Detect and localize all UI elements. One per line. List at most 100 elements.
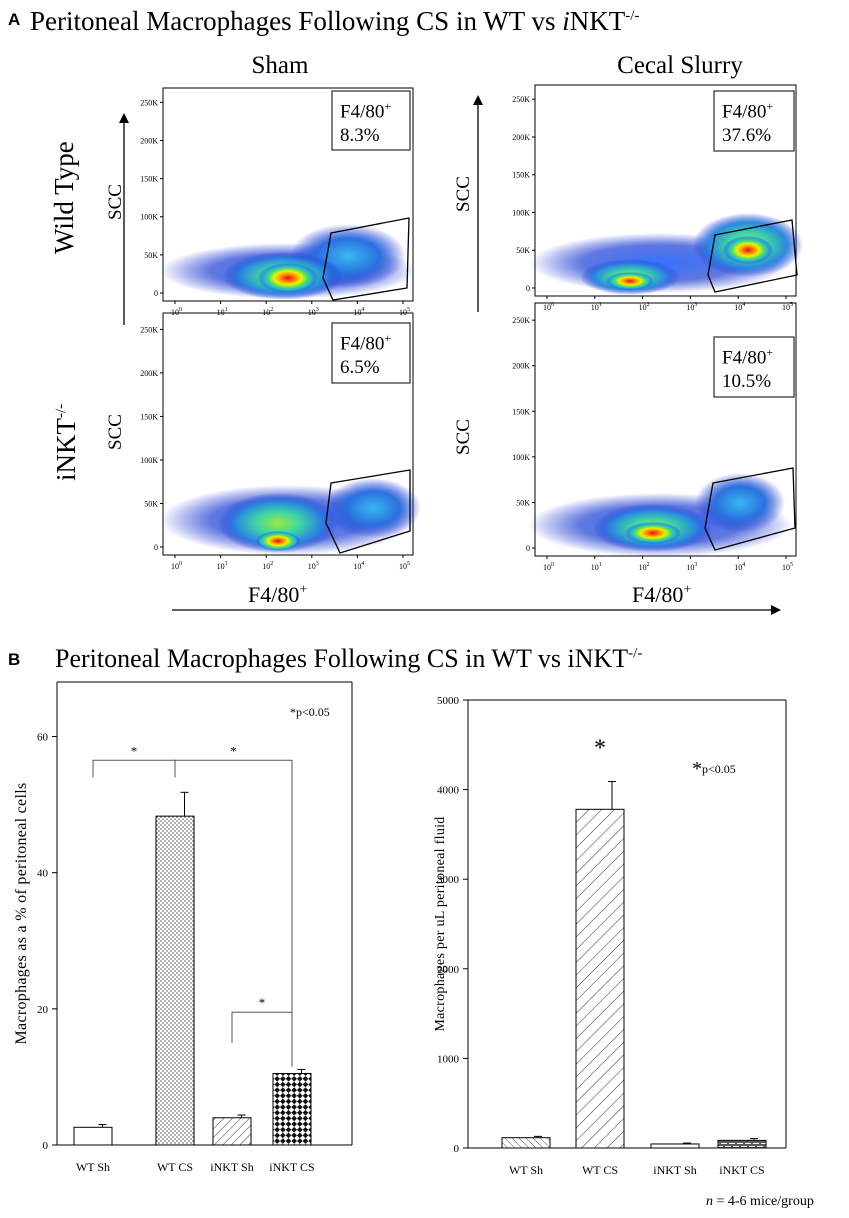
flow-ytick-label-inkt-sham: 0 xyxy=(154,543,158,552)
flow-ytick-label-wt-cs: 0 xyxy=(526,284,530,293)
x-axis-label-right-text: F4/80 xyxy=(632,582,684,607)
col-title-cecal-slurry: Cecal Slurry xyxy=(617,52,743,79)
chart-count-ytick-label: 2000 xyxy=(437,964,460,976)
flow-xtick-label-inkt-sham: 102 xyxy=(262,561,273,571)
chart-percent-bracket-label-1: * xyxy=(230,743,237,758)
chart-count-ytick-label: 4000 xyxy=(437,785,460,797)
gate-percent-inkt-cs: 10.5% xyxy=(722,371,772,393)
panel-a-title-sup: -/- xyxy=(625,8,640,24)
chart-percent-bracket-0 xyxy=(92,759,176,778)
chart-percent-bar-0 xyxy=(73,1126,113,1146)
flow-ytick-label-inkt-cs: 0 xyxy=(526,544,530,553)
panel-a-title-italic: i xyxy=(562,6,570,36)
gate-label-inkt-sham: F4/80+ 6.5% xyxy=(340,326,391,380)
chart-percent-ytick-label: 0 xyxy=(43,1140,49,1152)
panel-a-letter: A xyxy=(8,10,21,29)
x-axis-label-right: F4/80+ xyxy=(632,582,691,608)
chart-count-xtick-label-1: WT CS xyxy=(582,1163,618,1177)
gate-percent-wt-sham: 8.3% xyxy=(340,125,380,147)
flow-ytick-label-wt-cs: 250K xyxy=(512,95,530,104)
flow-xtick-label-inkt-sham: 104 xyxy=(353,561,364,571)
chart-percent-bracket-1 xyxy=(174,759,293,1067)
gate-label-inkt-sham-sup: + xyxy=(384,331,392,345)
chart-count-ytick-label: 1000 xyxy=(437,1053,460,1065)
chart-count-significance-note: *p<0.05 xyxy=(692,758,736,780)
chart-count-ytick-label: 3000 xyxy=(437,874,460,886)
chart-percent-ytick-label: 20 xyxy=(37,1004,49,1016)
gate-label-inkt-cs-text: F4/80 xyxy=(722,347,767,369)
chart-percent-bracket-label-0: * xyxy=(131,743,138,758)
chart-percent-bar-2 xyxy=(212,1117,252,1146)
flow-xtick-label-wt-cs: 101 xyxy=(591,302,602,312)
flow-plot-inkt-sham xyxy=(160,312,421,556)
chart-percent-xtick-label-0: WT Sh xyxy=(76,1160,110,1174)
gate-label-wt-cs-text: F4/80 xyxy=(722,101,767,123)
flow-ytick-label-inkt-sham: 50K xyxy=(144,499,158,508)
flow-xtick-label-inkt-sham: 100 xyxy=(171,561,182,571)
flow-xtick-label-inkt-sham: 103 xyxy=(308,561,319,571)
footnote-n-rest: = 4-6 mice/group xyxy=(713,1194,814,1209)
flow-ytick-label-wt-cs: 150K xyxy=(512,171,530,180)
chart-percent-bracket-label-2: * xyxy=(259,995,266,1010)
panel-a-title: Peritoneal Macrophages Following CS in W… xyxy=(30,6,639,37)
flow-ytick-label-inkt-sham: 200K xyxy=(140,369,158,378)
flow-xtick-label-wt-sham: 100 xyxy=(171,307,182,317)
gate-percent-wt-cs: 37.6% xyxy=(722,125,772,147)
panel-b-letter: B xyxy=(8,650,21,669)
gate-label-inkt-sham-text: F4/80 xyxy=(340,333,385,355)
flow-ytick-label-wt-sham: 250K xyxy=(140,98,158,107)
flow-xtick-label-wt-sham: 104 xyxy=(353,307,364,317)
flow-xtick-label-inkt-cs: 105 xyxy=(782,562,793,572)
flow-xtick-label-inkt-cs: 100 xyxy=(543,562,554,572)
chart-percent-significance-note: *p<0.05 xyxy=(290,705,330,719)
flow-xtick-label-wt-cs: 104 xyxy=(734,302,745,312)
bar-chart-count: 0 1000 2000 3000 4000 5000 Macrophages per uL … xyxy=(433,695,787,1177)
chart-percent-bracket-2 xyxy=(231,1011,293,1043)
flow-axis-ticks: 0 50K 100K 150K 200K 250K 100 101 102 103 104 105 0 5… xyxy=(140,95,793,572)
chart-count-bar-0 xyxy=(501,1137,551,1149)
x-axis-label-right-sup: + xyxy=(683,582,692,598)
flow-ytick-label-wt-sham: 150K xyxy=(140,175,158,184)
chart-count-y-axis-label: Macrophages per uL peritoneal fluid xyxy=(433,816,448,1031)
chart-count-xtick-label-0: WT Sh xyxy=(509,1163,543,1177)
chart-percent-xtick-label-1: WT CS xyxy=(157,1160,193,1174)
chart-count-bar-1 xyxy=(575,808,625,1149)
x-axis-label-left: F4/80+ xyxy=(248,582,307,608)
gate-percent-inkt-sham: 6.5% xyxy=(340,357,380,379)
flow-ytick-label-inkt-cs: 250K xyxy=(512,316,530,325)
flow-ytick-label-inkt-cs: 150K xyxy=(512,407,530,416)
flow-xtick-label-wt-cs: 100 xyxy=(543,302,554,312)
chart-count-xtick-label-2: iNKT Sh xyxy=(653,1163,696,1177)
panel-b-title-main: Peritoneal Macrophages Following CS in W… xyxy=(55,644,629,673)
gate-label-wt-cs-sup: + xyxy=(766,99,774,113)
flow-xtick-label-inkt-sham: 105 xyxy=(399,561,410,571)
panel-a-title-nkt: NKT xyxy=(569,6,626,36)
panel-b-title: Peritoneal Macrophages Following CS in W… xyxy=(55,644,642,674)
chart-count-bar-3 xyxy=(717,1139,767,1149)
gate-label-inkt-cs-marker: F4/80+ xyxy=(722,340,773,370)
flow-ytick-label-wt-sham: 200K xyxy=(140,136,158,145)
flow-xtick-label-wt-cs: 105 xyxy=(782,302,793,312)
x-axis-label-left-sup: + xyxy=(299,582,308,598)
flow-xtick-label-wt-cs: 102 xyxy=(639,302,650,312)
chart-count-ytick-label: 0 xyxy=(454,1143,460,1155)
flow-ytick-label-inkt-sham: 250K xyxy=(140,325,158,334)
flow-ytick-label-inkt-cs: 50K xyxy=(516,498,530,507)
col-title-sham: Sham xyxy=(251,52,309,79)
gate-label-inkt-cs: F4/80+ 10.5% xyxy=(722,340,773,394)
gate-label-inkt-cs-sup: + xyxy=(766,345,774,359)
flow-ytick-label-wt-cs: 50K xyxy=(516,246,530,255)
flow-ytick-label-inkt-sham: 150K xyxy=(140,412,158,421)
flow-xtick-label-wt-cs: 103 xyxy=(686,302,697,312)
flow-xtick-label-inkt-sham: 101 xyxy=(217,561,228,571)
chart-count-ytick-label: 5000 xyxy=(437,695,460,707)
flow-xtick-label-wt-sham: 101 xyxy=(217,307,228,317)
flow-xtick-label-wt-sham: 102 xyxy=(262,307,273,317)
gate-label-wt-cs: F4/80+ 37.6% xyxy=(722,94,773,148)
chart-count-bar-2 xyxy=(650,1143,700,1149)
x-axis-label-left-text: F4/80 xyxy=(248,582,300,607)
chart-percent-xtick-label-2: iNKT Sh xyxy=(210,1160,253,1174)
chart-count-annotation-0: * xyxy=(594,736,606,762)
chart-percent-ytick-label: 60 xyxy=(37,731,49,743)
flow-xtick-label-inkt-cs: 102 xyxy=(639,562,650,572)
